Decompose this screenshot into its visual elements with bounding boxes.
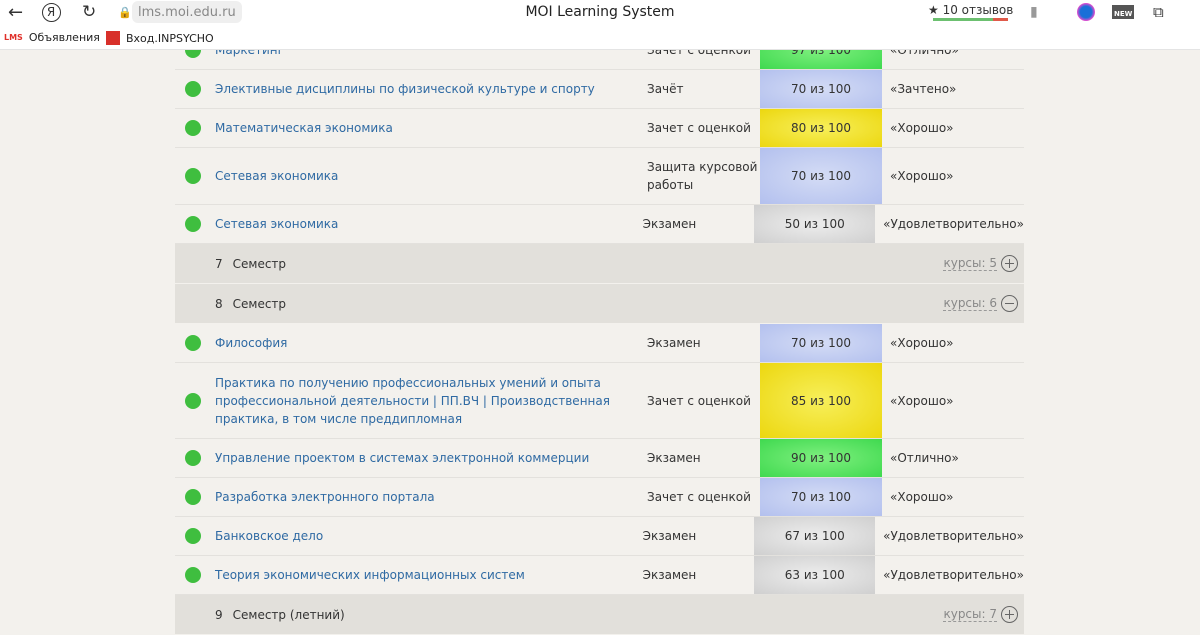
course-link[interactable]: Банковское дело <box>215 529 324 543</box>
grade-score: 80 из 100 <box>760 109 882 147</box>
grade-score: 70 из 100 <box>760 148 882 204</box>
address-bar[interactable]: lms.moi.edu.ru <box>132 1 242 23</box>
course-row: Сетевая экономика Экзамен 50 из 100 «Удо… <box>175 205 1024 244</box>
reviews-label: ★ 10 отзывов <box>928 3 1014 17</box>
new-icon[interactable]: NEW <box>1112 0 1135 24</box>
assessment-type: Зачет с оценкой <box>647 121 751 135</box>
course-row: Управление проектом в системах электронн… <box>175 439 1024 478</box>
semester-label: Семестр (летний) <box>232 607 345 622</box>
status-dot-icon <box>185 528 201 544</box>
semester-number: 7 <box>215 256 223 271</box>
alice-icon[interactable] <box>1077 0 1095 24</box>
status-dot-icon <box>185 81 201 97</box>
status-dot-icon <box>185 216 201 232</box>
reviews-rating-bar <box>933 18 1009 21</box>
status-dot-icon <box>185 489 201 505</box>
course-link[interactable]: Философия <box>215 336 288 350</box>
status-dot-icon <box>185 392 201 409</box>
status-dot-icon <box>185 335 201 351</box>
status-dot-icon <box>185 168 201 184</box>
grade-score: 85 из 100 <box>760 363 882 438</box>
grade-result: «Хорошо» <box>890 121 954 135</box>
lms-icon: LMS <box>4 33 23 42</box>
bookmark-announcements[interactable]: LMS Объявления <box>4 31 100 44</box>
course-row: Теория экономических информационных сист… <box>175 556 1024 595</box>
assessment-type: Экзамен <box>642 217 697 231</box>
reload-icon[interactable]: ↻ <box>82 2 97 22</box>
grades-table: Маркетинг Зачет с оценкой 97 из 100 «Отл… <box>175 31 1024 635</box>
course-row: Философия Экзамен 70 из 100 «Хорошо» <box>175 324 1024 363</box>
inpsycho-icon <box>106 31 120 45</box>
course-link[interactable]: Теория экономических информационных сист… <box>215 568 525 582</box>
semester-label: Семестр <box>232 256 287 271</box>
semester-label: Семестр <box>232 296 287 311</box>
assessment-type: Зачёт <box>647 82 684 96</box>
course-link[interactable]: Практика по получению профессиональных у… <box>215 375 610 426</box>
assessment-type: Экзамен <box>642 529 697 543</box>
course-row: Практика по получению профессиональных у… <box>175 363 1024 439</box>
assessment-type: Зачет с оценкой <box>647 490 751 504</box>
grade-score: 70 из 100 <box>760 324 882 362</box>
grade-result: «Хорошо» <box>890 490 954 504</box>
browser-chrome: ← Я ↻ 🔒 lms.moi.edu.ru MOI Learning Syst… <box>0 0 1200 50</box>
assessment-type: Зачет с оценкой <box>647 393 751 408</box>
course-row: Математическая экономика Зачет с оценкой… <box>175 109 1024 148</box>
grade-result: «Отлично» <box>890 451 959 465</box>
grade-score: 70 из 100 <box>760 478 882 516</box>
grade-result: «Хорошо» <box>890 336 954 350</box>
status-dot-icon <box>185 567 201 583</box>
courses-count[interactable]: курсы: 7 <box>943 607 997 622</box>
course-row: Банковское дело Экзамен 67 из 100 «Удовл… <box>175 517 1024 556</box>
course-link[interactable]: Сетевая экономика <box>215 217 339 231</box>
reviews-button[interactable]: ★ 10 отзывов <box>928 0 1013 24</box>
lock-icon: 🔒 <box>118 5 132 19</box>
grade-score: 70 из 100 <box>760 70 882 108</box>
status-dot-icon <box>185 120 201 136</box>
course-link[interactable]: Управление проектом в системах электронн… <box>215 451 590 465</box>
bookmark-label: Объявления <box>28 31 100 44</box>
grade-result: «Хорошо» <box>890 169 954 183</box>
expand-plus-icon[interactable] <box>1001 255 1018 272</box>
assessment-type: Экзамен <box>642 568 697 582</box>
back-icon[interactable]: ← <box>8 1 24 23</box>
yandex-icon[interactable]: Я <box>40 0 62 24</box>
expand-plus-icon[interactable] <box>1001 606 1018 623</box>
grade-result: «Удовлетворительно» <box>883 217 1024 231</box>
grade-score: 50 из 100 <box>754 205 876 243</box>
grade-result: «Хорошо» <box>890 393 954 408</box>
status-dot-icon <box>185 450 201 466</box>
collapse-minus-icon[interactable] <box>1001 295 1018 312</box>
assessment-type: Экзамен <box>647 336 701 350</box>
bookmark-label: Вход.INPSYCHO <box>126 31 214 45</box>
courses-count[interactable]: курсы: 6 <box>943 296 997 311</box>
grade-result: «Удовлетворительно» <box>883 529 1024 543</box>
grade-score: 90 из 100 <box>760 439 882 477</box>
bookmark-icon[interactable]: ▮ <box>1030 4 1038 20</box>
course-link[interactable]: Математическая экономика <box>215 121 393 135</box>
course-row: Разработка электронного портала Зачет с … <box>175 478 1024 517</box>
course-link[interactable]: Сетевая экономика <box>215 169 339 183</box>
grade-result: «Удовлетворительно» <box>883 568 1024 582</box>
course-row: Сетевая экономика Защита курсовой работы… <box>175 148 1024 205</box>
extensions-icon[interactable]: ⧉ <box>1153 3 1164 21</box>
grade-result: «Зачтено» <box>890 82 957 96</box>
course-link[interactable]: Элективные дисциплины по физической куль… <box>215 82 595 96</box>
course-link[interactable]: Разработка электронного портала <box>215 490 435 504</box>
assessment-type: Экзамен <box>647 451 701 465</box>
semester-header-9[interactable]: 9 Семестр (летний) курсы: 7 <box>175 595 1024 635</box>
semester-header-7[interactable]: 7 Семестр курсы: 5 <box>175 244 1024 284</box>
courses-count[interactable]: курсы: 5 <box>943 256 997 271</box>
semester-number: 9 <box>215 607 223 622</box>
course-row: Элективные дисциплины по физической куль… <box>175 70 1024 109</box>
semester-number: 8 <box>215 296 223 311</box>
bookmark-inpsycho[interactable]: Вход.INPSYCHO <box>106 31 214 45</box>
semester-header-8[interactable]: 8 Семестр курсы: 6 <box>175 284 1024 324</box>
grade-score: 63 из 100 <box>754 556 876 594</box>
grade-score: 67 из 100 <box>754 517 876 555</box>
assessment-type: Защита курсовой работы <box>647 160 758 192</box>
